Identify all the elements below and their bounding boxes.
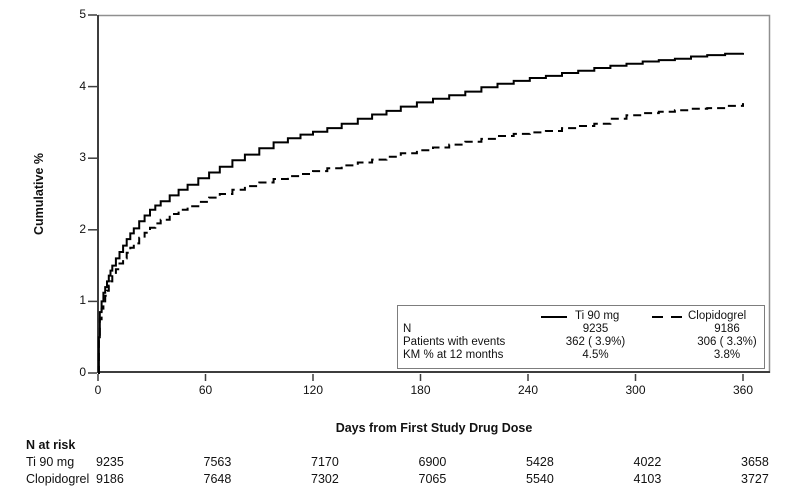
ti90-n-value: 9235 <box>582 323 609 335</box>
ti-90-mg-curve <box>97 52 744 374</box>
risk-value: 5428 <box>526 455 554 469</box>
y-axis-title: Cumulative % <box>32 153 46 235</box>
risk-value: 9235 <box>96 455 124 469</box>
risk-value: 9186 <box>96 472 124 486</box>
x-tick-label: 240 <box>517 383 539 397</box>
legend-row-label-n: N <box>403 323 412 335</box>
risk-value: 6900 <box>418 455 447 469</box>
risk-value: 3727 <box>741 472 769 486</box>
x-tick-label: 300 <box>625 383 646 397</box>
ti90-km-value: 4.5% <box>582 349 609 361</box>
legend-label-clopidogrel: Clopidogrel <box>688 310 747 322</box>
y-tick-label: 1 <box>79 293 86 308</box>
clopidogrel-km-value: 3.8% <box>713 349 741 361</box>
risk-row-label-ti90: Ti 90 mg <box>26 455 75 469</box>
x-tick-label: 180 <box>410 383 431 397</box>
clopidogrel-curve <box>97 103 744 374</box>
risk-value: 4022 <box>633 455 662 469</box>
legend-box: Ti 90 mg Clopidogrel N Patients with eve… <box>397 305 765 369</box>
risk-table-title: N at risk <box>26 438 76 452</box>
x-axis-title: Days from First Study Drug Dose <box>335 421 533 435</box>
risk-row-label-clopidogrel: Clopidogrel <box>26 472 90 486</box>
risk-value: 5540 <box>526 472 554 486</box>
y-tick-label: 5 <box>79 7 86 21</box>
y-tick-label: 0 <box>79 365 86 379</box>
clopidogrel-n-value: 9186 <box>714 323 740 335</box>
x-tick-label: 360 <box>732 383 754 397</box>
legend-label-ti90: Ti 90 mg <box>575 310 620 322</box>
y-tick-label: 4 <box>79 78 86 93</box>
risk-value: 7170 <box>311 455 339 469</box>
y-tick-label: 2 <box>79 221 86 236</box>
risk-value: 7302 <box>311 472 339 486</box>
solid-line-sample <box>541 316 567 318</box>
axis-ticks <box>88 14 744 381</box>
risk-value: 7648 <box>203 472 232 486</box>
plot-frame-top-right <box>98 14 771 373</box>
risk-value: 3658 <box>741 455 769 469</box>
clopidogrel-events-value: 306 ( 3.3%) <box>697 336 757 348</box>
y-tick-label: 3 <box>79 150 86 165</box>
risk-value: 7065 <box>418 472 447 486</box>
ti90-events-value: 362 ( 3.9%) <box>565 336 626 348</box>
x-tick-label: 0 <box>94 383 102 397</box>
risk-value: 4103 <box>633 472 662 486</box>
legend-row-label-km: KM % at 12 months <box>403 349 504 361</box>
dashed-line-sample <box>652 316 682 318</box>
legend-row-label-events: Patients with events <box>403 336 506 348</box>
x-tick-label: 120 <box>302 383 324 397</box>
risk-value: 7563 <box>203 455 232 469</box>
x-tick-label: 60 <box>198 383 213 397</box>
